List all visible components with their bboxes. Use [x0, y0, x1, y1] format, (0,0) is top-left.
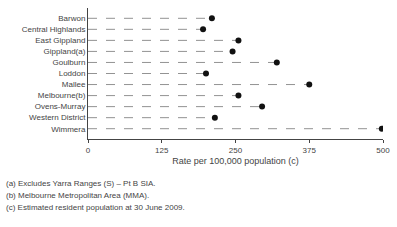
svg-text:Loddon: Loddon [59, 69, 86, 78]
svg-text:Central Highlands: Central Highlands [22, 25, 86, 34]
svg-text:500: 500 [376, 146, 390, 155]
svg-text:375: 375 [303, 146, 317, 155]
svg-text:0: 0 [86, 146, 91, 155]
svg-text:Melbourne(b): Melbourne(b) [38, 91, 86, 100]
svg-text:(a) Excludes Yarra Ranges (S): (a) Excludes Yarra Ranges (S) – Pt B SIA… [6, 179, 156, 188]
svg-text:250: 250 [229, 146, 243, 155]
svg-text:Gippland(a): Gippland(a) [44, 47, 86, 56]
svg-text:(b) Melbourne Metropolitan Are: (b) Melbourne Metropolitan Area (MMA). [6, 191, 149, 200]
svg-text:(c) Estimated resident populat: (c) Estimated resident population at 30 … [6, 203, 185, 212]
svg-text:Western District: Western District [29, 113, 86, 122]
svg-text:East Gippland: East Gippland [35, 36, 85, 45]
svg-text:Wimmera: Wimmera [51, 125, 86, 134]
svg-text:Barwon: Barwon [58, 14, 85, 23]
svg-text:Mallee: Mallee [62, 80, 86, 89]
svg-text:125: 125 [155, 146, 169, 155]
svg-text:Rate per 100,000 population (c: Rate per 100,000 population (c) [172, 156, 299, 166]
svg-text:Ovens-Murray: Ovens-Murray [35, 102, 86, 111]
svg-text:Goulburn: Goulburn [52, 58, 85, 67]
